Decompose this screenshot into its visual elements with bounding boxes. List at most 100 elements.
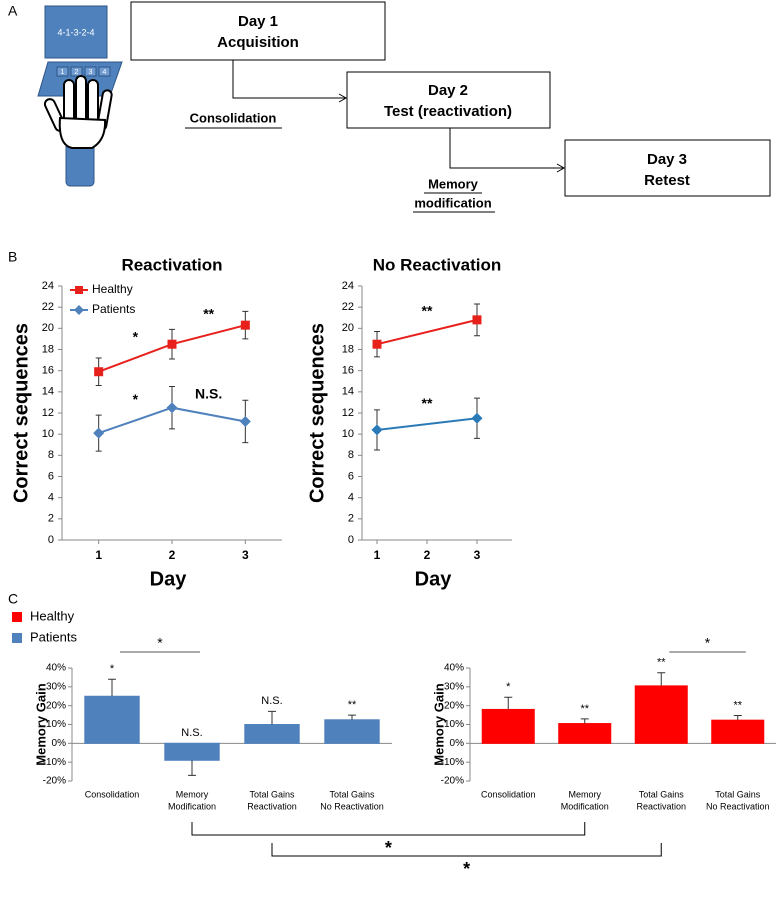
y-tick-label: 40% xyxy=(46,663,66,674)
y-tick-label: 24 xyxy=(42,280,54,292)
y-tick-label: 24 xyxy=(342,280,354,292)
y-tick-label: 20% xyxy=(444,700,464,711)
y-tick-label: 22 xyxy=(342,301,354,313)
marker xyxy=(371,424,383,436)
legend-label: Patients xyxy=(30,629,77,644)
y-tick-label: 30% xyxy=(444,681,464,692)
marker xyxy=(240,320,250,330)
significance-label: ** xyxy=(203,305,214,321)
y-tick-label: 4 xyxy=(48,492,54,504)
y-tick-label: 18 xyxy=(342,343,354,355)
significance-label: ** xyxy=(657,657,666,669)
error-bar xyxy=(733,714,742,721)
legend-label: Healthy xyxy=(92,282,133,296)
y-tick-label: 20% xyxy=(46,700,66,711)
chart-title: Reactivation xyxy=(121,255,222,274)
y-axis-label: Correct sequences xyxy=(306,323,328,503)
significance-label: N.S. xyxy=(195,385,222,401)
day-box xyxy=(346,71,551,129)
x-tick-label: 2 xyxy=(169,548,176,562)
x-tick-label: Memory xyxy=(568,789,601,799)
y-tick-label: 10 xyxy=(342,428,354,440)
x-tick-label: Modification xyxy=(168,801,216,811)
y-tick-label: 22 xyxy=(42,301,54,313)
box-text: Test (reactivation) xyxy=(384,103,512,120)
x-tick-label: 3 xyxy=(242,548,249,562)
palm xyxy=(58,116,107,149)
significance-label: ** xyxy=(348,699,357,711)
y-tick-label: -10% xyxy=(441,757,464,768)
legend-label: Healthy xyxy=(30,608,75,623)
y-tick-label: 0 xyxy=(348,534,354,546)
x-tick-label: 1 xyxy=(374,548,381,562)
error-bar xyxy=(504,696,513,710)
key-label: 3 xyxy=(89,69,93,76)
y-tick-label: 20 xyxy=(42,322,54,334)
bar xyxy=(711,719,765,744)
comparison-label: * xyxy=(385,838,392,858)
y-tick-label: 6 xyxy=(348,470,354,482)
y-tick-label: 20 xyxy=(342,322,354,334)
y-tick-label: 14 xyxy=(42,386,54,398)
y-tick-label: 6 xyxy=(48,470,54,482)
marker xyxy=(372,339,382,349)
x-tick-label: 3 xyxy=(474,548,481,562)
y-axis-label: Correct sequences xyxy=(10,323,32,503)
arrow-label: Consolidation xyxy=(190,110,277,125)
key-label: 1 xyxy=(61,69,65,76)
marker xyxy=(94,367,104,377)
bar xyxy=(84,695,140,744)
marker xyxy=(166,402,178,414)
panel-label: C xyxy=(8,591,18,607)
comparison-label: * xyxy=(157,635,163,651)
y-tick-label: 18 xyxy=(42,343,54,355)
y-tick-label: 14 xyxy=(342,386,354,398)
y-tick-label: -10% xyxy=(43,757,66,768)
marker xyxy=(471,412,483,424)
timeline xyxy=(130,1,771,213)
y-tick-label: 10 xyxy=(42,428,54,440)
y-tick-label: 0% xyxy=(52,738,67,749)
screen xyxy=(44,5,108,59)
key-label: 2 xyxy=(75,69,79,76)
legend-marker xyxy=(75,286,83,294)
bar xyxy=(244,724,300,744)
y-tick-label: 0% xyxy=(450,738,465,749)
bar xyxy=(634,685,688,744)
significance-label: ** xyxy=(422,303,433,319)
significance-label: * xyxy=(133,391,139,407)
x-tick-label: No Reactivation xyxy=(706,801,770,811)
screen-text: 4-1-3-2-4 xyxy=(57,27,94,37)
significance-label: N.S. xyxy=(261,695,282,707)
key-label: 4 xyxy=(103,69,107,76)
marker xyxy=(93,427,105,439)
y-tick-label: 2 xyxy=(348,513,354,525)
y-tick-label: 4 xyxy=(348,492,354,504)
arrow-label: modification xyxy=(414,195,491,210)
y-tick-label: 12 xyxy=(42,407,54,419)
y-tick-label: 16 xyxy=(342,365,354,377)
arrow-label: Memory xyxy=(428,176,479,191)
day-box xyxy=(130,1,386,61)
marker xyxy=(239,415,251,427)
x-axis-label: Day xyxy=(415,568,453,590)
x-tick-label: Total Gains xyxy=(715,789,761,799)
x-tick-label: No Reactivation xyxy=(320,801,384,811)
x-axis-label: Day xyxy=(150,568,188,590)
x-tick-label: Reactivation xyxy=(247,801,297,811)
box-title: Day 1 xyxy=(238,13,278,30)
key xyxy=(70,66,83,77)
error-bar xyxy=(580,718,589,724)
hand-icon xyxy=(43,75,113,187)
significance-label: ** xyxy=(580,703,589,715)
comparison-bracket xyxy=(271,843,662,857)
error-bar xyxy=(188,760,196,776)
y-tick-label: 40% xyxy=(444,663,464,674)
significance-label: * xyxy=(133,329,139,345)
y-tick-label: 0 xyxy=(48,534,54,546)
comparison-label: * xyxy=(705,635,711,651)
arrow xyxy=(449,128,566,173)
x-tick-label: Consolidation xyxy=(481,789,536,799)
panel-label: B xyxy=(8,249,17,265)
